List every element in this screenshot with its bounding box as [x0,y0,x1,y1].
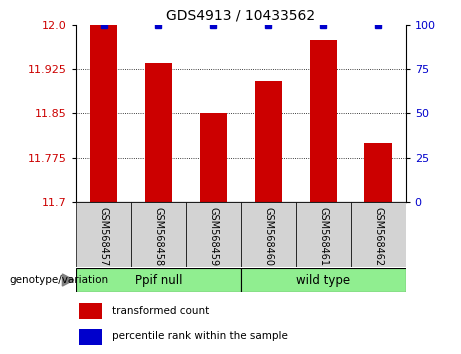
Bar [79,329,102,345]
Bar [254,81,282,202]
Bar [79,303,102,319]
Bar [186,202,241,267]
Bar [76,202,131,267]
Bar [296,202,351,267]
Title: GDS4913 / 10433562: GDS4913 / 10433562 [166,8,315,22]
Bar [90,25,117,202]
Text: GSM568458: GSM568458 [154,207,164,266]
Text: Ppif null: Ppif null [135,274,182,286]
Text: GSM568462: GSM568462 [373,207,383,266]
Text: percentile rank within the sample: percentile rank within the sample [112,331,288,341]
Text: GSM568461: GSM568461 [318,207,328,266]
Bar [131,202,186,267]
Text: wild type: wild type [296,274,350,286]
Bar [309,40,337,202]
Text: GSM568457: GSM568457 [99,207,108,266]
Bar [76,268,241,292]
Bar [241,268,406,292]
Bar [351,202,406,267]
Polygon shape [62,274,74,286]
Text: GSM568459: GSM568459 [208,207,219,266]
Text: transformed count: transformed count [112,306,210,316]
Bar [365,143,392,202]
Text: GSM568460: GSM568460 [263,207,273,266]
Bar [241,202,296,267]
Bar [145,63,172,202]
Bar [200,113,227,202]
Text: genotype/variation: genotype/variation [9,275,108,285]
